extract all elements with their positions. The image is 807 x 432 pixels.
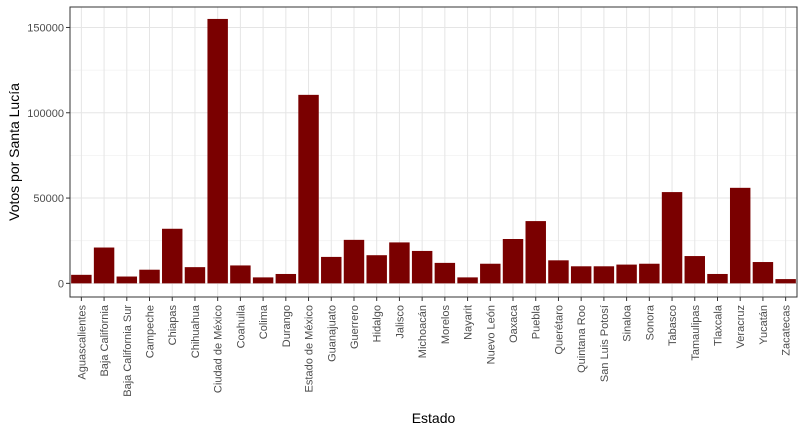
y-tick-label: 100000	[27, 108, 64, 120]
x-tick-label: Guerrero	[349, 305, 361, 349]
bar	[389, 242, 410, 284]
bar	[116, 276, 138, 284]
bar	[252, 277, 274, 284]
bar	[570, 266, 592, 284]
bars	[71, 18, 796, 284]
x-tick-label: San Luis Potosí	[599, 305, 611, 382]
x-tick-label: Hidalgo	[372, 305, 384, 342]
x-tick-label: Campeche	[145, 305, 157, 358]
y-axis: 0 50000 100000 150000	[27, 22, 70, 290]
x-tick-label: Puebla	[531, 304, 543, 339]
bar	[411, 250, 433, 284]
y-tick-label: 50000	[33, 193, 64, 205]
bar	[639, 263, 660, 284]
bar	[230, 265, 251, 284]
bar	[775, 279, 796, 284]
x-tick-label: Ciudad de México	[213, 305, 225, 393]
x-tick-label: Estado de México	[304, 305, 316, 392]
x-tick-label: Nayarit	[463, 305, 475, 340]
x-tick-label: Durango	[281, 305, 293, 347]
x-tick-label: Sinaloa	[622, 304, 634, 342]
bar	[275, 273, 297, 284]
x-tick-label: Tamaulipas	[690, 305, 702, 361]
bar	[434, 262, 456, 284]
bar	[548, 260, 569, 284]
bar	[752, 262, 774, 284]
bar	[480, 263, 501, 284]
x-tick-label: Colima	[258, 304, 270, 339]
x-tick-label: Coahuila	[235, 304, 247, 348]
x-tick-label: Chiapas	[167, 305, 179, 346]
x-tick-label: Chihuahua	[190, 304, 202, 358]
bar	[457, 277, 478, 284]
bar	[93, 247, 115, 284]
x-tick-label: Sonora	[644, 304, 656, 340]
y-tick-label: 0	[58, 278, 64, 290]
x-tick-label: Nuevo León	[485, 305, 497, 364]
x-tick-label: Tlaxcala	[712, 304, 724, 346]
x-tick-label: Morelos	[440, 305, 452, 345]
x-axis: Aguascalientes Baja California Baja Califo…	[76, 297, 793, 397]
y-axis-title: Votos por Santa Lucía	[6, 83, 22, 221]
bar	[707, 273, 728, 284]
bar	[684, 256, 705, 284]
x-tick-label: Zacatecas	[781, 305, 793, 356]
bar	[139, 269, 160, 284]
x-tick-label: Baja California	[99, 304, 111, 376]
bar	[525, 221, 546, 284]
bar	[184, 267, 206, 284]
x-tick-label: Aguascalientes	[76, 305, 88, 380]
bar	[207, 18, 228, 284]
x-tick-label: Veracruz	[735, 305, 747, 348]
bar	[616, 264, 637, 284]
y-tick-label: 150000	[27, 22, 64, 34]
x-tick-label: Michoacán	[417, 305, 429, 358]
bar	[661, 192, 683, 284]
bar	[593, 266, 615, 284]
bar	[366, 255, 387, 284]
bar	[321, 256, 342, 284]
x-tick-label: Tabasco	[667, 305, 679, 346]
bar	[162, 228, 183, 284]
bar	[343, 239, 365, 284]
bar	[729, 187, 751, 284]
bar	[71, 274, 92, 284]
x-tick-label: Jalisco	[394, 305, 406, 339]
x-tick-label: Guanajuato	[326, 305, 338, 362]
x-tick-label: Yucatán	[758, 305, 770, 345]
bar	[298, 94, 319, 284]
x-tick-label: Quintana Roo	[576, 305, 588, 373]
x-tick-label: Oaxaca	[508, 304, 520, 343]
plot-panel-border	[69, 6, 798, 298]
x-axis-title: Estado	[412, 410, 456, 426]
bar	[502, 239, 524, 284]
x-tick-label: Baja California Sur	[122, 305, 134, 397]
x-tick-label: Querétaro	[553, 305, 565, 355]
